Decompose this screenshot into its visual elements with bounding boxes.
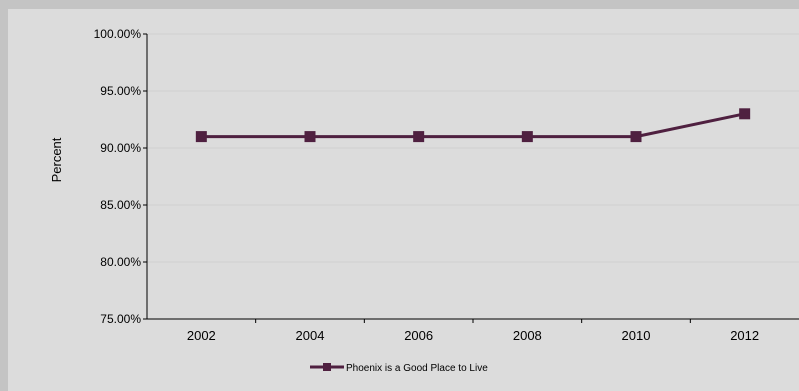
x-tick-label: 2004 (296, 328, 325, 343)
x-tick-label: 2008 (513, 328, 542, 343)
x-tick-labels: 2002 2004 2006 2008 2010 2012 (187, 328, 759, 343)
data-point-marker (413, 131, 425, 143)
axes (146, 34, 799, 320)
y-axis-title: Percent (49, 137, 64, 182)
y-tick-labels: 100.00% 95.00% 90.00% 85.00% 80.00% 75.00% (94, 27, 142, 326)
y-tick-label: 75.00% (100, 312, 141, 326)
series-line (201, 112, 745, 139)
y-tick-label: 100.00% (94, 27, 142, 41)
x-tick-label: 2006 (404, 328, 433, 343)
y-tick-label: 85.00% (100, 198, 141, 212)
data-point-marker (304, 131, 316, 143)
data-point-marker (521, 131, 533, 143)
y-tick-label: 80.00% (100, 255, 141, 269)
data-point-marker (195, 131, 207, 143)
y-tick-label: 90.00% (100, 141, 141, 155)
legend-marker-swatch (323, 363, 331, 371)
legend-label: Phoenix is a Good Place to Live (346, 363, 488, 374)
line-chart: 100.00% 95.00% 90.00% 85.00% 80.00% 75.00% 20… (49, 27, 799, 374)
chart-frame: 100.00% 95.00% 90.00% 85.00% 80.00% 75.00% 20… (8, 9, 799, 391)
x-tick-label: 2012 (730, 328, 759, 343)
x-tick-label: 2010 (622, 328, 651, 343)
data-point-marker (739, 108, 751, 120)
y-tick-label: 95.00% (100, 84, 141, 98)
data-point-marker (630, 131, 642, 143)
x-tick-label: 2002 (187, 328, 216, 343)
gridlines (143, 33, 799, 323)
series-layer (195, 108, 751, 143)
legend: Phoenix is a Good Place to Live (310, 363, 488, 374)
